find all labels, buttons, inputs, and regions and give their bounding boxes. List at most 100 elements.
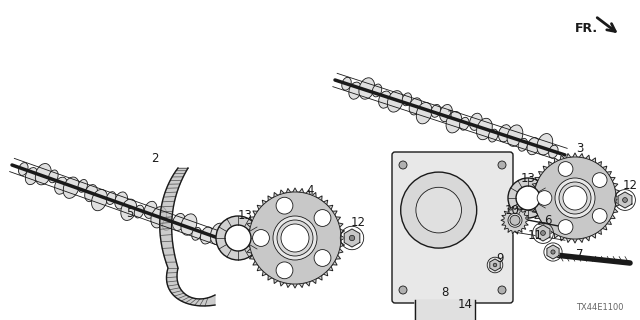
Ellipse shape: [342, 77, 351, 90]
Circle shape: [401, 172, 477, 248]
Ellipse shape: [359, 78, 374, 99]
Circle shape: [277, 220, 313, 256]
Polygon shape: [536, 225, 550, 241]
Text: 6: 6: [544, 213, 552, 227]
Circle shape: [314, 210, 331, 227]
Text: 5: 5: [126, 206, 134, 220]
Text: 8: 8: [442, 285, 449, 299]
Ellipse shape: [499, 125, 511, 142]
Text: 14: 14: [458, 299, 472, 311]
Polygon shape: [490, 259, 500, 271]
Text: 7: 7: [576, 249, 584, 261]
Circle shape: [593, 209, 607, 223]
Circle shape: [593, 173, 607, 188]
Circle shape: [249, 192, 341, 284]
Circle shape: [276, 262, 293, 279]
Ellipse shape: [54, 177, 67, 194]
Circle shape: [399, 161, 407, 169]
Ellipse shape: [379, 91, 391, 108]
Ellipse shape: [181, 214, 197, 235]
Text: 9: 9: [496, 252, 504, 265]
Circle shape: [510, 215, 520, 225]
Text: 13: 13: [520, 172, 536, 185]
Ellipse shape: [192, 228, 202, 240]
Ellipse shape: [402, 93, 412, 106]
Circle shape: [559, 182, 591, 214]
Ellipse shape: [78, 180, 88, 192]
Ellipse shape: [222, 235, 231, 248]
Circle shape: [558, 220, 573, 234]
Ellipse shape: [527, 138, 540, 155]
Ellipse shape: [173, 213, 186, 230]
Ellipse shape: [446, 111, 462, 133]
Ellipse shape: [151, 207, 167, 228]
Ellipse shape: [409, 98, 422, 115]
Circle shape: [498, 161, 506, 169]
Text: 1: 1: [446, 108, 454, 122]
Ellipse shape: [477, 118, 492, 140]
Circle shape: [516, 186, 540, 210]
Polygon shape: [501, 206, 529, 234]
Circle shape: [534, 157, 616, 239]
Text: 13: 13: [237, 209, 252, 221]
Polygon shape: [530, 153, 620, 243]
Polygon shape: [344, 229, 360, 247]
Ellipse shape: [431, 104, 440, 117]
Ellipse shape: [372, 84, 382, 97]
Ellipse shape: [200, 227, 213, 244]
Ellipse shape: [211, 223, 227, 244]
Ellipse shape: [35, 164, 51, 185]
Polygon shape: [245, 188, 345, 288]
Circle shape: [314, 250, 331, 266]
Circle shape: [253, 230, 269, 246]
Circle shape: [508, 178, 548, 218]
Ellipse shape: [26, 168, 38, 185]
Circle shape: [281, 224, 309, 252]
Text: 12: 12: [623, 179, 637, 191]
Circle shape: [508, 213, 522, 227]
Circle shape: [498, 286, 506, 294]
Text: 11: 11: [527, 228, 543, 242]
Ellipse shape: [49, 170, 58, 183]
Circle shape: [541, 231, 545, 236]
Circle shape: [623, 198, 627, 203]
Circle shape: [416, 187, 461, 233]
Circle shape: [558, 162, 573, 176]
Ellipse shape: [507, 125, 523, 146]
Circle shape: [555, 178, 595, 218]
Circle shape: [225, 225, 251, 251]
Ellipse shape: [144, 201, 157, 218]
FancyBboxPatch shape: [392, 152, 513, 303]
Circle shape: [273, 216, 317, 260]
Ellipse shape: [106, 192, 116, 204]
Circle shape: [399, 286, 407, 294]
Ellipse shape: [19, 163, 28, 175]
Ellipse shape: [460, 117, 469, 130]
Polygon shape: [618, 192, 632, 208]
Polygon shape: [415, 300, 475, 320]
Text: 10: 10: [504, 204, 520, 217]
Ellipse shape: [470, 113, 482, 130]
Ellipse shape: [488, 129, 498, 142]
Ellipse shape: [134, 205, 144, 218]
Ellipse shape: [349, 82, 362, 99]
Circle shape: [563, 186, 587, 210]
Text: TX44E1100: TX44E1100: [576, 303, 624, 312]
Ellipse shape: [548, 145, 558, 158]
Polygon shape: [160, 168, 215, 306]
Ellipse shape: [121, 199, 137, 220]
Ellipse shape: [163, 218, 172, 230]
Circle shape: [537, 191, 552, 205]
Ellipse shape: [537, 133, 553, 155]
Circle shape: [493, 263, 497, 267]
Circle shape: [216, 216, 260, 260]
Ellipse shape: [84, 185, 97, 202]
Ellipse shape: [92, 189, 108, 211]
Ellipse shape: [115, 192, 127, 209]
Text: FR.: FR.: [575, 22, 598, 35]
Text: 3: 3: [576, 141, 584, 155]
Text: 2: 2: [151, 151, 159, 164]
Polygon shape: [547, 245, 559, 259]
Text: 4: 4: [307, 183, 314, 196]
Ellipse shape: [440, 104, 452, 122]
